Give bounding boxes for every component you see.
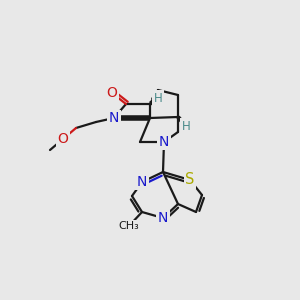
Text: N: N (159, 135, 169, 149)
Text: H: H (154, 92, 162, 104)
Text: H: H (182, 119, 190, 133)
Text: S: S (185, 172, 195, 188)
Text: O: O (58, 132, 68, 146)
Text: N: N (137, 175, 147, 189)
Text: CH₃: CH₃ (118, 221, 140, 231)
Text: O: O (106, 86, 117, 100)
Text: N: N (158, 211, 168, 225)
Text: N: N (109, 111, 119, 125)
